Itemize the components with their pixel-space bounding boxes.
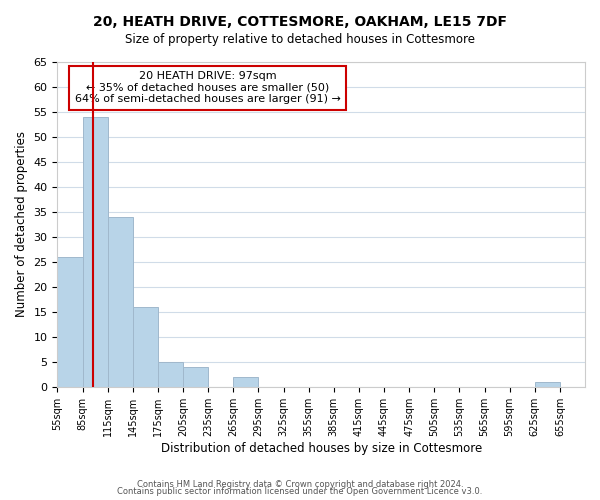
Bar (183, 368, 208, 388)
Text: 20 HEATH DRIVE: 97sqm
← 35% of detached houses are smaller (50)
64% of semi-deta: 20 HEATH DRIVE: 97sqm ← 35% of detached … (75, 72, 341, 104)
Bar (158, 362, 183, 388)
Bar (233, 378, 259, 388)
Bar (133, 307, 158, 388)
Bar (107, 217, 133, 388)
Bar (535, 382, 560, 388)
Y-axis label: Number of detached properties: Number of detached properties (15, 132, 28, 318)
Bar (83, 116, 107, 388)
Bar (58, 257, 83, 388)
X-axis label: Distribution of detached houses by size in Cottesmore: Distribution of detached houses by size … (161, 442, 482, 455)
Text: Contains HM Land Registry data © Crown copyright and database right 2024.: Contains HM Land Registry data © Crown c… (137, 480, 463, 489)
Text: 20, HEATH DRIVE, COTTESMORE, OAKHAM, LE15 7DF: 20, HEATH DRIVE, COTTESMORE, OAKHAM, LE1… (93, 15, 507, 29)
Text: Contains public sector information licensed under the Open Government Licence v3: Contains public sector information licen… (118, 487, 482, 496)
Text: Size of property relative to detached houses in Cottesmore: Size of property relative to detached ho… (125, 32, 475, 46)
